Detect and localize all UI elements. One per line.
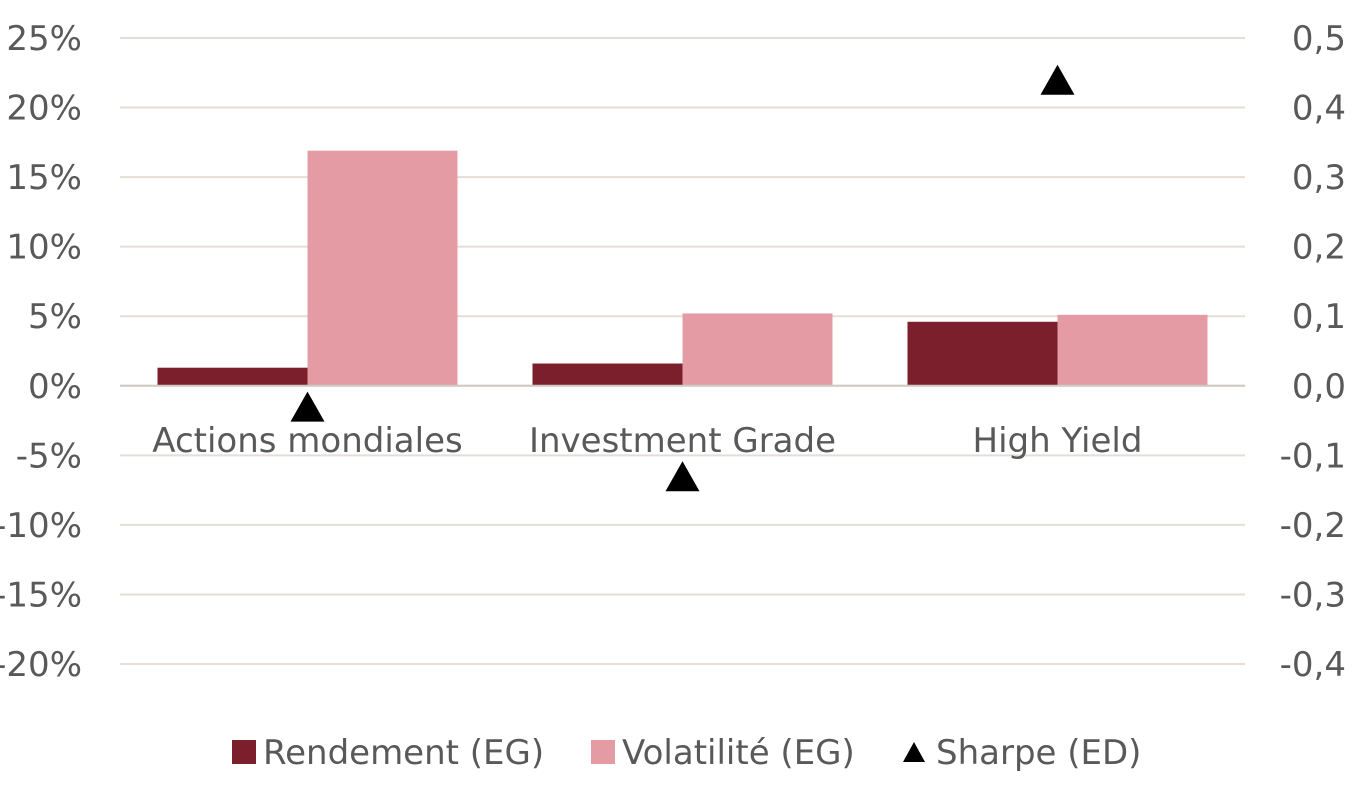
category-label: Investment Grade [529,421,836,461]
bar-volatilité [682,313,833,386]
legend-triangle-icon [903,742,925,762]
left-axis-tick-label: 5% [28,297,82,337]
legend: Rendement (EG) Volatilité (EG) Sharpe (ED) [232,733,1141,773]
left-axis-tick-label: -5% [16,436,82,476]
legend-swatch [591,740,615,764]
sharpe-marker [1040,64,1075,95]
bar-rendement [532,363,683,386]
right-axis-tick-label: -0,4 [1280,645,1346,685]
category-labels: Actions mondiales Investment Grade High Yi… [152,421,1142,461]
legend-label: Volatilité (EG) [622,733,855,773]
left-axis-tick-label: -10% [0,506,82,546]
right-axis-tick-label: -0,3 [1280,575,1346,615]
right-axis-tick-label: 0,5 [1292,19,1346,59]
bar-volatilité [1057,314,1208,386]
left-axis-tick-labels: 25% 20% 15% 10% 5% 0% -5% -10% -15% -20% [0,19,82,685]
right-axis-tick-label: 0,1 [1292,297,1346,337]
left-axis-tick-label: -20% [0,645,82,685]
left-axis-tick-label: 0% [28,367,82,407]
left-axis-tick-label: 20% [6,89,82,129]
right-axis-tick-label: -0,1 [1280,436,1346,476]
sharpe-marker [290,391,325,422]
sharpe-marker [665,461,700,492]
legend-label: Sharpe (ED) [936,733,1141,773]
legend-swatch [232,740,256,764]
left-axis-tick-label: -15% [0,575,82,615]
sharpe-markers [290,64,1075,492]
right-axis-tick-label: 0,4 [1292,89,1346,129]
bars [157,150,1208,386]
legend-label: Rendement (EG) [263,733,544,773]
left-axis-tick-label: 15% [6,158,82,198]
bar-volatilité [307,150,458,386]
category-label: Actions mondiales [152,421,462,461]
bar-rendement [907,321,1058,386]
right-axis-tick-label: 0,3 [1292,158,1346,198]
right-axis-tick-label: 0,2 [1292,228,1346,268]
category-label: High Yield [973,421,1143,461]
right-axis-tick-labels: 0,5 0,4 0,3 0,2 0,1 0,0 -0,1 -0,2 -0,3 -0,4 [1280,19,1346,685]
left-axis-tick-label: 10% [6,228,82,268]
right-axis-tick-label: -0,2 [1280,506,1346,546]
left-axis-tick-label: 25% [6,19,82,59]
bar-rendement [157,367,308,386]
right-axis-tick-label: 0,0 [1292,367,1346,407]
